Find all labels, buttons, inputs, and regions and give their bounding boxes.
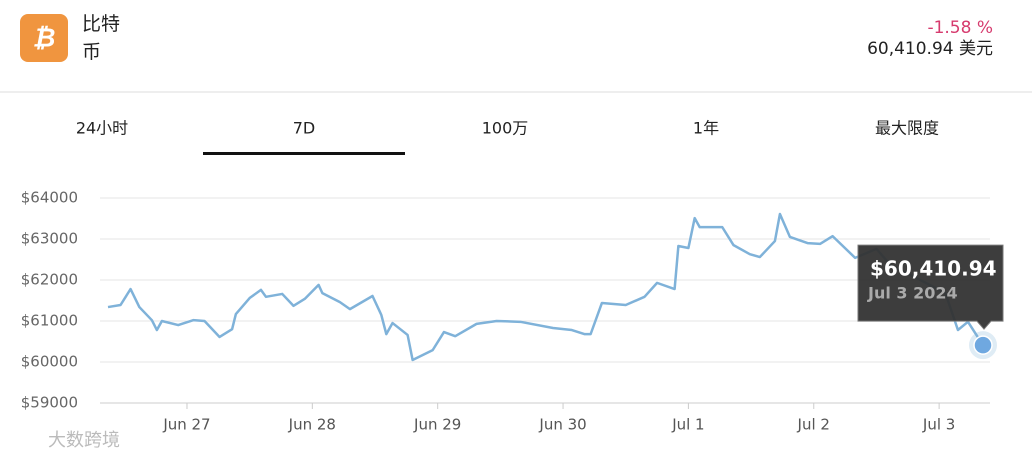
watermark: 大数跨境 [48,430,120,451]
tooltip-date: Jul 3 2024 [867,284,958,303]
y-tick-label: $61000 [21,312,78,330]
coin-symbol: ₿ [33,24,56,54]
change: -1.58 % [927,18,993,38]
x-tick-label: Jul 1 [671,416,704,434]
tab[interactable]: 100万 [482,119,529,138]
tab[interactable]: 1年 [693,119,719,138]
price-line [107,212,985,362]
x-tick-label: Jun 28 [288,416,336,434]
price: 60,410.94 美元 [867,39,993,59]
tab[interactable]: 24小时 [76,119,128,138]
y-tick-label: $62000 [21,271,78,289]
coin-name: 比特币 [82,13,121,63]
tab[interactable]: 7D [293,119,316,138]
x-tick-label: Jun 30 [538,416,586,434]
tooltip-box [857,244,1004,330]
y-tick-label: $59000 [21,394,78,412]
tab[interactable]: 最大限度 [875,119,939,138]
y-tick-label: $63000 [21,230,78,248]
x-tick-label: Jul 2 [797,416,830,434]
y-tick-label: $60000 [21,353,78,371]
x-tick-label: Jul 3 [922,416,955,434]
x-tick-label: Jun 27 [162,416,210,434]
coin-icon [20,14,68,62]
hover-point [973,335,993,355]
tooltip-value: $60,410.94 [870,257,997,281]
x-tick-label: Jun 29 [413,416,461,434]
y-tick-label: $64000 [21,189,78,207]
tab-underline [203,152,405,155]
